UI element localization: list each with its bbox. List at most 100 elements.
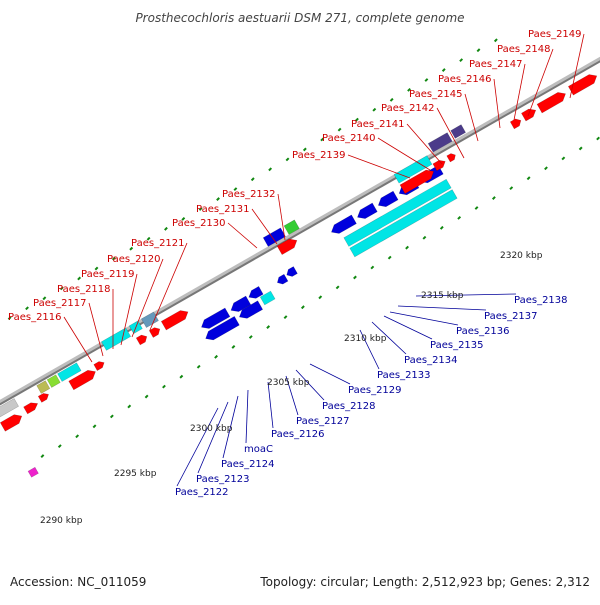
leader-line	[464, 93, 479, 142]
gene-shape	[205, 316, 240, 341]
gene-shape	[450, 124, 466, 139]
gene-shape	[135, 334, 148, 346]
tick-mark	[302, 147, 307, 152]
gene-shape	[248, 286, 264, 299]
gene-shape	[521, 108, 537, 122]
kbp-marker-label: 2305 kbp	[267, 378, 310, 388]
forward-gene-label: Paes_2139	[292, 150, 346, 161]
reverse-gene-label: Paes_2135	[430, 340, 484, 351]
tick-mark	[561, 156, 566, 161]
tick-mark	[59, 286, 64, 291]
map-title: Prosthecochloris aestuarii DSM 271, comp…	[135, 11, 464, 25]
tick-mark	[405, 245, 409, 250]
tick-mark	[457, 215, 462, 220]
gene-shape	[432, 159, 446, 172]
tick-mark	[75, 434, 80, 439]
gene-shape	[239, 300, 264, 319]
gene-feature	[0, 398, 19, 419]
gene-feature	[349, 189, 458, 258]
tick-mark	[94, 266, 99, 271]
gene-shape	[93, 361, 105, 371]
gene-feature	[57, 362, 82, 382]
gene-feature	[286, 266, 298, 277]
gene-features	[0, 74, 598, 478]
genome-summary-text: Topology: circular; Length: 2,512,923 bp…	[259, 575, 590, 589]
reverse-gene-label: Paes_2122	[175, 487, 229, 498]
leader-line	[513, 63, 526, 121]
tick-mark	[318, 295, 323, 300]
leader-line	[222, 395, 239, 459]
leader-line	[347, 154, 411, 179]
tick-mark	[127, 404, 132, 409]
kbp-marker-label: 2320 kbp	[500, 251, 543, 261]
reverse-gene-label: Paes_2136	[456, 326, 510, 337]
gene-shape	[567, 74, 598, 96]
tick-mark	[233, 187, 238, 192]
tick-mark	[355, 117, 359, 122]
tick-mark	[40, 454, 45, 458]
tick-mark	[196, 364, 201, 369]
tick-mark	[92, 424, 97, 429]
gene-feature	[276, 238, 298, 255]
leader-line	[277, 193, 286, 241]
tick-mark	[372, 107, 377, 112]
leader-line	[197, 401, 229, 474]
leader-line	[295, 369, 325, 401]
tick-mark	[491, 196, 496, 200]
tick-mark	[493, 38, 498, 43]
gene-feature	[446, 153, 456, 163]
gene-shape	[201, 307, 231, 329]
gene-feature	[331, 214, 357, 234]
forward-gene-label: Paes_2141	[351, 119, 405, 130]
tick-mark	[179, 374, 184, 379]
gene-feature	[262, 227, 286, 247]
forward-gene-label: Paes_2148	[497, 44, 551, 55]
tick-mark	[424, 78, 429, 82]
leader-line	[389, 311, 459, 326]
tick-mark	[596, 136, 600, 141]
reverse-gene-label: Paes_2124	[221, 459, 275, 470]
gene-feature	[205, 316, 240, 341]
gene-shape	[286, 266, 298, 277]
gene-shape	[393, 155, 433, 184]
gene-shape	[37, 393, 49, 403]
gene-shape	[331, 214, 357, 234]
tick-mark	[320, 137, 325, 142]
reverse-gene-label: Paes_2129	[348, 385, 402, 396]
gene-feature	[343, 178, 452, 247]
leader-line	[371, 321, 407, 355]
reverse-gene-label: Paes_2134	[404, 355, 458, 366]
gene-shape	[27, 466, 39, 478]
reverse-gene-label: Paes_2133	[377, 370, 431, 381]
tick-mark	[526, 176, 531, 181]
gene-feature	[393, 155, 433, 184]
tick-mark	[509, 186, 514, 191]
gene-feature	[27, 466, 39, 478]
gene-feature	[239, 300, 264, 319]
gene-feature	[357, 202, 378, 219]
gene-feature	[160, 310, 189, 331]
forward-gene-label: Paes_2140	[322, 133, 376, 144]
gene-feature	[277, 273, 289, 285]
leader-line	[131, 258, 164, 338]
leader-line	[63, 316, 93, 363]
tick-mark	[250, 177, 255, 182]
tick-mark	[109, 414, 114, 419]
forward-gene-label: Paes_2147	[469, 59, 523, 70]
leader-line	[415, 293, 517, 297]
gene-shape	[0, 414, 23, 432]
genome-backbone	[0, 56, 600, 406]
gene-shape	[36, 380, 51, 394]
backbone-inner	[0, 60, 600, 406]
gene-feature	[377, 190, 399, 208]
forward-gene-label: Paes_2131	[196, 204, 250, 215]
tick-mark	[389, 97, 394, 102]
gene-shape	[349, 189, 458, 258]
gene-shape	[46, 374, 61, 388]
tick-mark	[422, 235, 427, 240]
gene-shape	[277, 273, 289, 285]
gene-feature	[201, 307, 231, 329]
tick-mark	[7, 316, 12, 321]
leader-line	[267, 381, 274, 429]
